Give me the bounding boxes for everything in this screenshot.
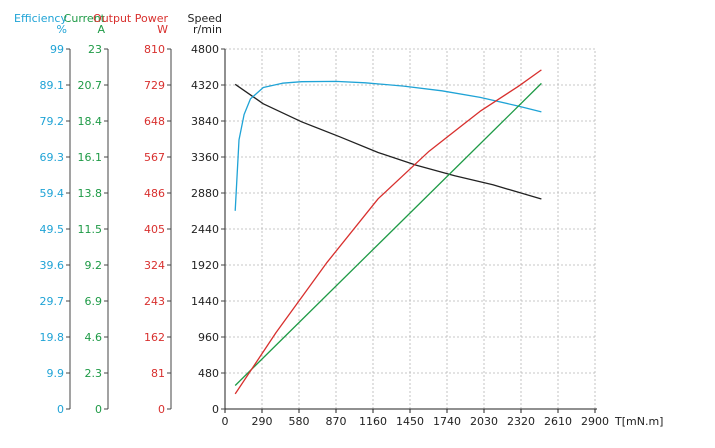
speed-tick-label: 0	[212, 403, 219, 416]
speed-axis-unit: r/min	[193, 23, 222, 36]
efficiency-tick-label: 9.9	[47, 367, 65, 380]
efficiency-tick-label: 29.7	[40, 295, 65, 308]
efficiency-tick-label: 59.4	[40, 187, 65, 200]
speed-tick-label: 4320	[191, 79, 219, 92]
power-tick-label: 729	[144, 79, 165, 92]
current-tick-label: 13.8	[78, 187, 103, 200]
efficiency-tick-label: 49.5	[40, 223, 65, 236]
power-tick-label: 486	[144, 187, 165, 200]
x-tick-label: 290	[252, 415, 273, 428]
chart-series	[234, 69, 542, 395]
power-tick-label: 324	[144, 259, 165, 272]
speed-tick-label: 1920	[191, 259, 219, 272]
current-tick-label: 9.2	[85, 259, 103, 272]
x-tick-label: 1160	[359, 415, 387, 428]
power-tick-label: 567	[144, 151, 165, 164]
power-tick-label: 81	[151, 367, 165, 380]
power-tick-label: 0	[158, 403, 165, 416]
power-tick-label: 243	[144, 295, 165, 308]
plot-grid	[225, 48, 596, 409]
power-tick-label: 405	[144, 223, 165, 236]
speed-tick-label: 4800	[191, 43, 219, 56]
efficiency-tick-label: 69.3	[40, 151, 65, 164]
efficiency-tick-label: 79.2	[40, 115, 65, 128]
power-axis-unit: W	[157, 23, 168, 36]
speed-axis-title: Speed	[188, 12, 222, 25]
speed-tick-label: 480	[198, 367, 219, 380]
power-tick-label: 810	[144, 43, 165, 56]
speed-tick-label: 3840	[191, 115, 219, 128]
x-tick-label: 2900	[581, 415, 609, 428]
current-tick-label: 20.7	[78, 79, 103, 92]
current-axis-title: Current	[64, 12, 106, 25]
current-curve	[234, 82, 542, 386]
power-curve	[234, 69, 542, 395]
efficiency-tick-label: 19.8	[40, 331, 65, 344]
efficiency-tick-label: 99	[50, 43, 64, 56]
current-tick-label: 6.9	[85, 295, 103, 308]
speed-curve	[234, 83, 542, 200]
power-tick-label: 648	[144, 115, 165, 128]
current-tick-label: 2.3	[85, 367, 103, 380]
power-axis-title: Output Power	[93, 12, 168, 25]
efficiency-tick-label: 89.1	[40, 79, 65, 92]
current-tick-label: 11.5	[78, 223, 103, 236]
current-tick-label: 18.4	[78, 115, 103, 128]
speed-tick-label: 960	[198, 331, 219, 344]
x-tick-label: 2030	[470, 415, 498, 428]
efficiency-axis-unit: %	[57, 23, 67, 36]
chart-labels: 0 290 580 870 1160 1450 1740 2030 2320 2610 2900 T[…	[14, 12, 663, 428]
speed-tick-label: 2880	[191, 187, 219, 200]
x-tick-label: 870	[326, 415, 347, 428]
power-tick-label: 162	[144, 331, 165, 344]
x-tick-label: 1740	[433, 415, 461, 428]
x-tick-label: 1450	[396, 415, 424, 428]
current-tick-label: 23	[88, 43, 102, 56]
efficiency-axis-title: Efficiency	[14, 12, 67, 25]
current-axis-unit: A	[97, 23, 105, 36]
x-tick-label: 2610	[544, 415, 572, 428]
efficiency-tick-label: 0	[57, 403, 64, 416]
speed-tick-label: 2440	[191, 223, 219, 236]
current-tick-label: 4.6	[85, 331, 103, 344]
speed-tick-label: 3360	[191, 151, 219, 164]
efficiency-tick-label: 39.6	[40, 259, 65, 272]
efficiency-curve	[234, 80, 542, 211]
speed-tick-label: 1440	[191, 295, 219, 308]
current-tick-label: 16.1	[78, 151, 103, 164]
x-axis-label: T[mN.m]	[614, 415, 663, 428]
x-tick-label: 580	[289, 415, 310, 428]
x-tick-label: 0	[222, 415, 229, 428]
chart-axes	[66, 48, 597, 413]
current-tick-label: 0	[95, 403, 102, 416]
x-tick-label: 2320	[507, 415, 535, 428]
